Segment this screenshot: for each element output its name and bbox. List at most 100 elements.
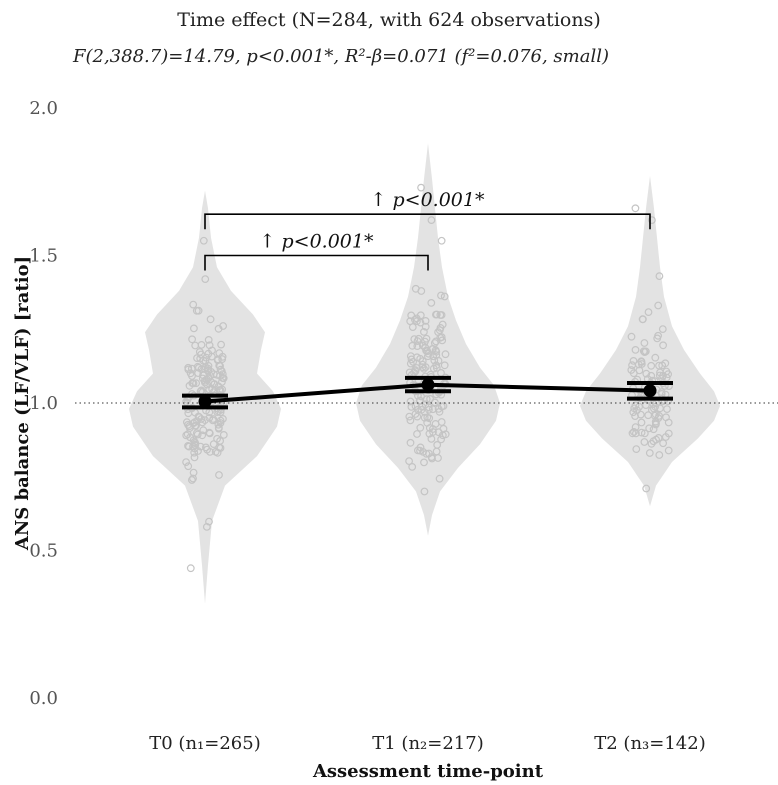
observation-point — [420, 328, 428, 336]
observation-point — [187, 476, 196, 484]
observation-point — [188, 372, 196, 380]
observation-point — [437, 291, 445, 300]
observation-point — [186, 564, 195, 573]
observation-point — [201, 443, 210, 452]
observation-point — [421, 337, 429, 346]
observation-point — [425, 429, 434, 438]
comparison-layer: ↑ p<0.001* ↑ p<0.001* — [204, 189, 651, 271]
comparison-label: ↑ p<0.001* — [260, 231, 374, 253]
observation-point — [630, 428, 638, 436]
observation-point — [642, 484, 651, 493]
observation-point — [645, 424, 654, 433]
observation-point — [631, 401, 640, 410]
observation-point — [627, 366, 636, 374]
observation-point — [204, 366, 213, 375]
observation-point — [204, 362, 213, 370]
observation-point — [219, 431, 228, 439]
observation-point — [632, 445, 641, 454]
observation-point — [215, 471, 223, 479]
observation-point — [408, 341, 417, 350]
observation-point — [184, 409, 193, 418]
mean-point — [421, 378, 435, 392]
observation-point — [189, 474, 197, 483]
observation-point — [629, 357, 638, 365]
observation-point — [205, 341, 214, 350]
observation-point — [205, 429, 214, 438]
observation-point — [661, 433, 670, 441]
observation-point — [659, 341, 667, 350]
observation-point — [637, 428, 646, 437]
x-tick-label: T1 (n₂=217) — [372, 733, 483, 754]
observation-point — [408, 323, 417, 332]
observation-point — [193, 354, 201, 363]
observation-point — [418, 357, 427, 366]
observation-point — [194, 306, 203, 315]
observation-point — [432, 364, 441, 372]
observation-point — [417, 405, 426, 414]
observation-point — [416, 311, 425, 320]
observation-point — [629, 408, 638, 417]
observation-point — [189, 379, 198, 388]
observation-point — [201, 275, 210, 284]
observation-point — [413, 342, 422, 351]
observation-point — [428, 454, 436, 463]
observation-point — [407, 355, 416, 364]
observation-point — [427, 299, 436, 307]
chart-title: Time effect (N=284, with 624 observation… — [177, 9, 601, 31]
observation-point — [411, 367, 420, 376]
observation-point — [182, 398, 191, 406]
observation-point — [213, 356, 222, 365]
observation-point — [417, 287, 426, 295]
y-axis-label: ANS balance (LF/VLF) [ratio] — [12, 256, 33, 551]
observation-point — [182, 458, 191, 467]
y-tick-label: 1.0 — [29, 393, 58, 414]
observation-point — [195, 413, 204, 422]
x-axis-label: Assessment time-point — [312, 761, 544, 782]
observation-point — [423, 418, 432, 427]
observation-point — [215, 349, 224, 358]
observation-point — [636, 410, 645, 419]
observation-point — [421, 400, 430, 409]
observation-point — [655, 451, 664, 459]
observation-point — [664, 418, 673, 427]
observation-point — [420, 364, 428, 373]
observation-point — [407, 311, 416, 320]
observation-point — [207, 378, 216, 387]
observation-point — [199, 356, 208, 365]
comparison-bracket — [204, 213, 651, 230]
observation-point — [209, 440, 218, 449]
observation-point — [218, 374, 227, 382]
observation-point — [432, 310, 441, 319]
observation-point — [640, 339, 649, 347]
mean-point — [643, 384, 657, 398]
observation-point — [184, 442, 192, 450]
axes-layer: 0.0 0.5 1.0 1.5 2.0 T0 (n₁=265) T1 (n₂=217) T2 … — [12, 98, 706, 782]
observation-point — [654, 301, 663, 310]
observation-point — [432, 447, 441, 456]
observation-point — [628, 429, 637, 438]
observation-point — [631, 204, 640, 213]
observation-point — [427, 435, 436, 443]
observation-point — [188, 335, 197, 344]
observation-point — [185, 381, 194, 390]
observation-point — [436, 333, 445, 342]
observation-point — [431, 420, 440, 428]
observation-point — [414, 334, 423, 343]
observation-point — [214, 420, 223, 429]
observation-point — [657, 388, 666, 397]
observation-point — [189, 300, 198, 309]
observation-point — [441, 350, 450, 359]
observation-point — [183, 430, 192, 439]
observation-point — [427, 216, 436, 225]
observation-point — [431, 398, 439, 407]
observation-point — [655, 272, 664, 281]
observation-point — [439, 424, 448, 433]
observation-point — [420, 487, 429, 496]
observation-point — [421, 322, 430, 331]
observation-point — [420, 458, 428, 467]
observation-point — [213, 448, 222, 457]
observation-point — [422, 449, 431, 458]
observation-point — [429, 428, 437, 436]
observation-point — [631, 346, 640, 354]
observation-point — [651, 402, 660, 411]
